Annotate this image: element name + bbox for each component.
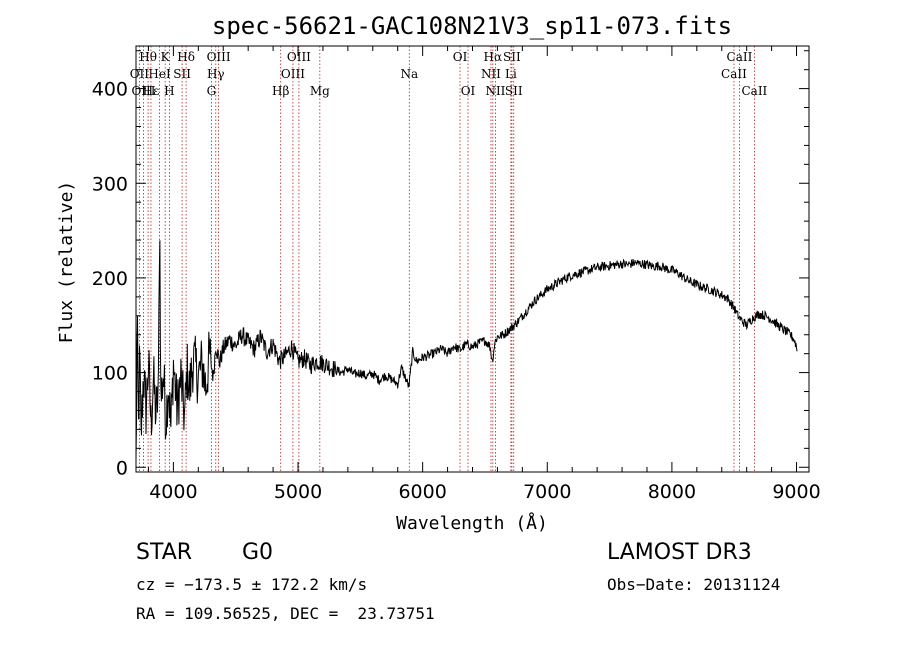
line-label-27: CaII bbox=[741, 84, 767, 98]
line-label-18: OI bbox=[461, 84, 476, 98]
line-label-11: G bbox=[207, 84, 217, 98]
flux-series-layer bbox=[135, 240, 798, 458]
flux-line-0 bbox=[135, 240, 798, 458]
line-label-14: Hβ bbox=[272, 84, 289, 98]
line-label-6: OIII bbox=[131, 84, 155, 98]
line-label-19: Hα bbox=[484, 50, 503, 64]
y-axis-ticks: 0 100 200 300 400 bbox=[92, 50, 809, 479]
line-label-3: OII bbox=[130, 67, 150, 81]
line-label-22: Li bbox=[505, 67, 517, 81]
line-label-20: SII bbox=[503, 50, 521, 64]
line-label-26: CaII bbox=[721, 67, 747, 81]
x-tick-label-3: 7000 bbox=[523, 481, 571, 503]
plot-frame bbox=[135, 45, 810, 473]
x-tick-label-5: 9000 bbox=[772, 481, 820, 503]
line-label-16: Na bbox=[400, 67, 418, 81]
line-label-15: Mg bbox=[310, 84, 330, 98]
line-label-4: HeI bbox=[148, 67, 171, 81]
object-subclass: G0 bbox=[242, 540, 274, 565]
chart-title: spec-56621-GAC108N21V3_sp11-073.fits bbox=[212, 12, 732, 40]
redshift-velocity: cz = −173.5 ± 172.2 km/s bbox=[136, 575, 368, 594]
line-label-10: Hγ bbox=[207, 67, 225, 81]
x-tick-label-2: 6000 bbox=[398, 481, 446, 503]
line-label-13: OIII bbox=[281, 67, 305, 81]
line-label-5: SII bbox=[173, 67, 191, 81]
line-label-1: K bbox=[161, 50, 171, 64]
observation-date: Obs−Date: 20131124 bbox=[607, 575, 781, 594]
x-tick-label-4: 8000 bbox=[648, 481, 696, 503]
object-class: STAR bbox=[136, 540, 193, 565]
y-axis-label: Flux (relative) bbox=[56, 181, 77, 344]
y-tick-label-0: 0 bbox=[116, 457, 128, 479]
line-label-9: OIII bbox=[207, 50, 231, 64]
line-label-23: NII bbox=[485, 84, 505, 98]
y-tick-label-4: 400 bbox=[92, 79, 128, 101]
line-label-24: SII bbox=[505, 84, 523, 98]
x-axis-ticks: 4000 5000 6000 7000 8000 9000 bbox=[147, 46, 821, 503]
coordinates: RA = 109.56525, DEC = 23.73751 bbox=[136, 604, 435, 623]
x-axis-label: Wavelength (Å) bbox=[396, 512, 548, 534]
line-label-7: Hε bbox=[143, 84, 160, 98]
survey-name: LAMOST DR3 bbox=[607, 540, 752, 565]
x-tick-label-0: 4000 bbox=[149, 481, 197, 503]
y-tick-label-2: 200 bbox=[92, 268, 128, 290]
line-label-17: OI bbox=[453, 50, 468, 64]
x-tick-label-1: 5000 bbox=[274, 481, 322, 503]
line-label-0: Hθ bbox=[139, 50, 157, 64]
y-tick-label-1: 100 bbox=[92, 363, 128, 385]
line-label-25: CaII bbox=[727, 50, 753, 64]
line-label-12: OIII bbox=[287, 50, 311, 64]
y-tick-label-3: 300 bbox=[92, 173, 128, 195]
line-label-2: Hδ bbox=[177, 50, 195, 64]
line-label-8: H bbox=[164, 84, 174, 98]
line-label-21: NII bbox=[481, 67, 501, 81]
